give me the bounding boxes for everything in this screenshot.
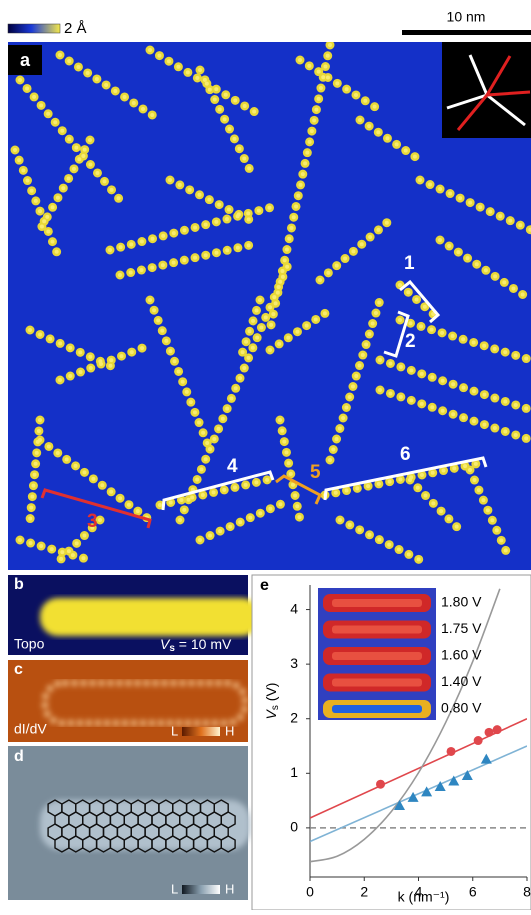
colorbar bbox=[182, 885, 220, 894]
scale-high: H bbox=[225, 723, 234, 738]
data-point bbox=[474, 736, 483, 745]
scale-low: L bbox=[171, 723, 178, 738]
y-tick-label: 1 bbox=[290, 764, 298, 780]
panel-letter: d bbox=[14, 748, 24, 765]
y-tick-label: 0 bbox=[290, 819, 298, 835]
didv-label: dI/dV bbox=[14, 721, 47, 737]
colorbar-label: 2 Å bbox=[64, 20, 87, 37]
inset-row-core bbox=[332, 599, 422, 607]
inset-label: 0.80 V bbox=[441, 700, 482, 716]
inset-label: 1.40 V bbox=[441, 673, 482, 689]
y-tick-label: 2 bbox=[290, 709, 298, 725]
x-axis-label: k (nm⁻¹) bbox=[398, 889, 450, 905]
segment-label: 1 bbox=[404, 253, 415, 274]
colorbar bbox=[182, 727, 220, 736]
panel-letter: a bbox=[20, 50, 31, 70]
y-tick-label: 4 bbox=[290, 600, 298, 616]
x-tick-label: 2 bbox=[360, 884, 368, 900]
bias-value: = 10 mV bbox=[175, 636, 232, 652]
segment-label: 4 bbox=[227, 456, 238, 477]
figure: 2 Å 10 nm a 1 2 3 4 5 6 b Topo Vs = 10 m… bbox=[0, 0, 531, 910]
topo-label: Topo bbox=[14, 636, 45, 652]
segment-label: 3 bbox=[87, 511, 98, 532]
data-point bbox=[376, 780, 385, 789]
scale-high: H bbox=[225, 881, 234, 896]
data-point bbox=[493, 725, 502, 734]
scale-bar bbox=[402, 30, 531, 35]
inset-label: 1.80 V bbox=[441, 594, 482, 610]
segment-label: 6 bbox=[400, 444, 411, 465]
y-axis-label: Vs (V) bbox=[263, 683, 281, 720]
inset-label: 1.60 V bbox=[441, 647, 482, 663]
x-tick-label: 0 bbox=[306, 884, 314, 900]
inset-row-core bbox=[332, 652, 422, 660]
inset-row-core bbox=[332, 626, 422, 634]
inset-label: 1.75 V bbox=[441, 620, 482, 636]
inset-row-core bbox=[332, 705, 422, 713]
x-tick-label: 8 bbox=[523, 884, 531, 900]
panel-letter: c bbox=[14, 661, 23, 678]
segment-label: 2 bbox=[405, 331, 416, 352]
inset-row-core bbox=[332, 679, 422, 687]
segment-label: 5 bbox=[310, 462, 321, 483]
data-point bbox=[485, 728, 494, 737]
y-tick-label: 3 bbox=[290, 655, 298, 671]
scale-bar-label: 10 nm bbox=[447, 9, 486, 25]
panel-letter: b bbox=[14, 576, 24, 593]
x-tick-label: 6 bbox=[469, 884, 477, 900]
scale-low: L bbox=[171, 881, 178, 896]
colorbar bbox=[8, 24, 60, 33]
y-label-unit: (V) bbox=[263, 683, 279, 706]
panel-letter: e bbox=[260, 577, 269, 594]
data-point bbox=[447, 747, 456, 756]
panel-a bbox=[8, 42, 531, 570]
topography-molecule bbox=[40, 598, 260, 636]
